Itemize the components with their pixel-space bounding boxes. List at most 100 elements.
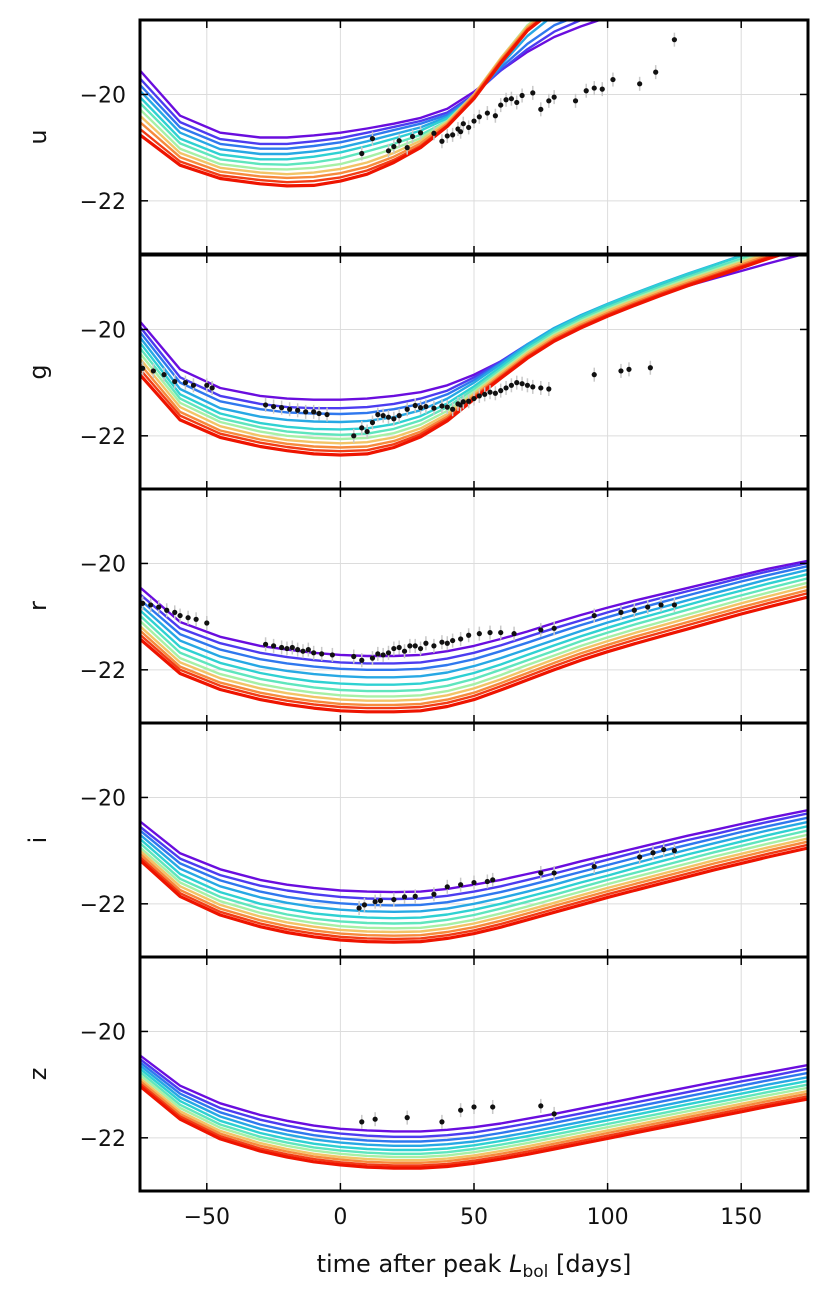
obs-point-g <box>303 409 309 415</box>
x-tick-label: 50 <box>460 1205 488 1230</box>
obs-point-z <box>471 1104 477 1110</box>
obs-point-g <box>209 385 215 391</box>
y-tick-label: −20 <box>80 1020 126 1045</box>
model-curve-i-7 <box>140 837 808 934</box>
model-curve-i-4 <box>140 825 808 920</box>
model-curve-z-0 <box>140 1054 808 1133</box>
obs-point-r <box>289 644 295 651</box>
obs-point-g <box>412 402 418 409</box>
obs-point-r <box>164 607 170 613</box>
obs-point-u <box>503 97 509 103</box>
model-curve-z-4 <box>140 1067 808 1152</box>
obs-point-u <box>409 133 416 140</box>
obs-point-g <box>182 380 189 386</box>
model-curve-z-3 <box>140 1064 808 1148</box>
x-axis-label-italic: L <box>509 1250 522 1278</box>
obs-point-r <box>444 640 450 646</box>
obs-point-r <box>645 604 651 610</box>
obs-point-u <box>431 130 437 136</box>
obs-point-u <box>391 143 397 150</box>
obs-point-g <box>391 416 397 422</box>
obs-point-u <box>492 113 498 119</box>
x-axis: −50 0 50 100 150 <box>184 1205 763 1230</box>
obs-point-r <box>631 607 637 613</box>
obs-point-z <box>538 1103 544 1109</box>
model-curve-r-8 <box>140 588 808 707</box>
obs-point-i <box>372 899 378 905</box>
model-curve-r-5 <box>140 577 808 693</box>
obs-point-r <box>396 644 402 651</box>
model-curve-g-7 <box>140 255 767 445</box>
obs-point-u <box>404 145 410 151</box>
x-axis-label-tail: [days] <box>548 1250 631 1278</box>
obs-point-z <box>490 1104 496 1110</box>
obs-point-i <box>401 894 408 900</box>
model-curve-g-4 <box>140 255 749 431</box>
obs-point-g <box>444 404 450 410</box>
obs-point-g <box>351 433 357 439</box>
obs-point-u <box>591 85 597 91</box>
obs-point-u <box>508 96 515 102</box>
model-curve-i-5 <box>140 829 808 925</box>
model-curve-z-1 <box>140 1057 808 1139</box>
obs-point-r <box>177 612 183 619</box>
obs-point-g <box>487 389 493 395</box>
obs-point-r <box>591 612 597 619</box>
model-curve-g-5 <box>140 255 756 436</box>
obs-point-z <box>372 1116 378 1122</box>
obs-point-r <box>380 652 386 658</box>
obs-point-r <box>439 639 445 645</box>
obs-point-r <box>262 641 269 647</box>
model-curve-z-10 <box>140 1084 808 1170</box>
panel-plot-area <box>140 809 808 944</box>
obs-point-r <box>148 602 154 608</box>
obs-point-g <box>404 406 410 412</box>
obs-point-g <box>295 407 301 413</box>
obs-point-g <box>508 382 515 388</box>
model-curve-r-7 <box>140 585 808 702</box>
model-curve-u-7 <box>140 20 538 176</box>
obs-point-u <box>514 99 520 106</box>
model-curve-r-9 <box>140 592 808 710</box>
obs-point-r <box>271 643 277 649</box>
obs-point-g <box>287 406 293 412</box>
obs-point-u <box>476 114 482 120</box>
obs-point-i <box>412 893 418 899</box>
model-curve-u-10 <box>140 20 544 188</box>
model-curve-i-6 <box>140 833 808 930</box>
y-tick-label: −22 <box>80 893 126 918</box>
model-curve-i-9 <box>140 843 808 941</box>
model-curve-z-9 <box>140 1082 808 1167</box>
obs-point-g <box>311 409 317 415</box>
y-axis-label-r: r <box>24 601 52 611</box>
obs-point-r <box>300 648 306 654</box>
obs-point-g <box>150 368 156 374</box>
obs-point-g <box>503 385 509 391</box>
obs-point-r <box>538 627 544 633</box>
obs-point-u <box>385 148 392 154</box>
obs-point-g <box>359 425 365 431</box>
obs-point-u <box>653 69 659 75</box>
obs-point-i <box>551 870 557 876</box>
obs-point-u <box>458 129 464 135</box>
obs-point-r <box>458 636 464 642</box>
obs-point-r <box>185 615 191 621</box>
obs-point-i <box>591 863 597 870</box>
obs-point-r <box>450 637 456 644</box>
model-curve-r-1 <box>140 561 808 665</box>
model-curve-g-6 <box>140 255 763 441</box>
y-tick-label: −22 <box>80 190 126 215</box>
obs-point-r <box>658 602 664 608</box>
obs-point-g <box>460 399 466 405</box>
x-tick-label: 150 <box>720 1205 762 1230</box>
model-curve-z-8 <box>140 1079 808 1165</box>
obs-point-g <box>417 405 424 411</box>
obs-point-g <box>172 378 178 385</box>
panel-plot-area <box>140 1054 808 1170</box>
y-axis-label-i: i <box>24 837 52 844</box>
obs-point-r <box>385 650 392 656</box>
obs-point-u <box>359 150 365 157</box>
obs-point-r <box>476 631 482 637</box>
model-curve-z-2 <box>140 1061 808 1143</box>
obs-point-r <box>172 609 178 615</box>
